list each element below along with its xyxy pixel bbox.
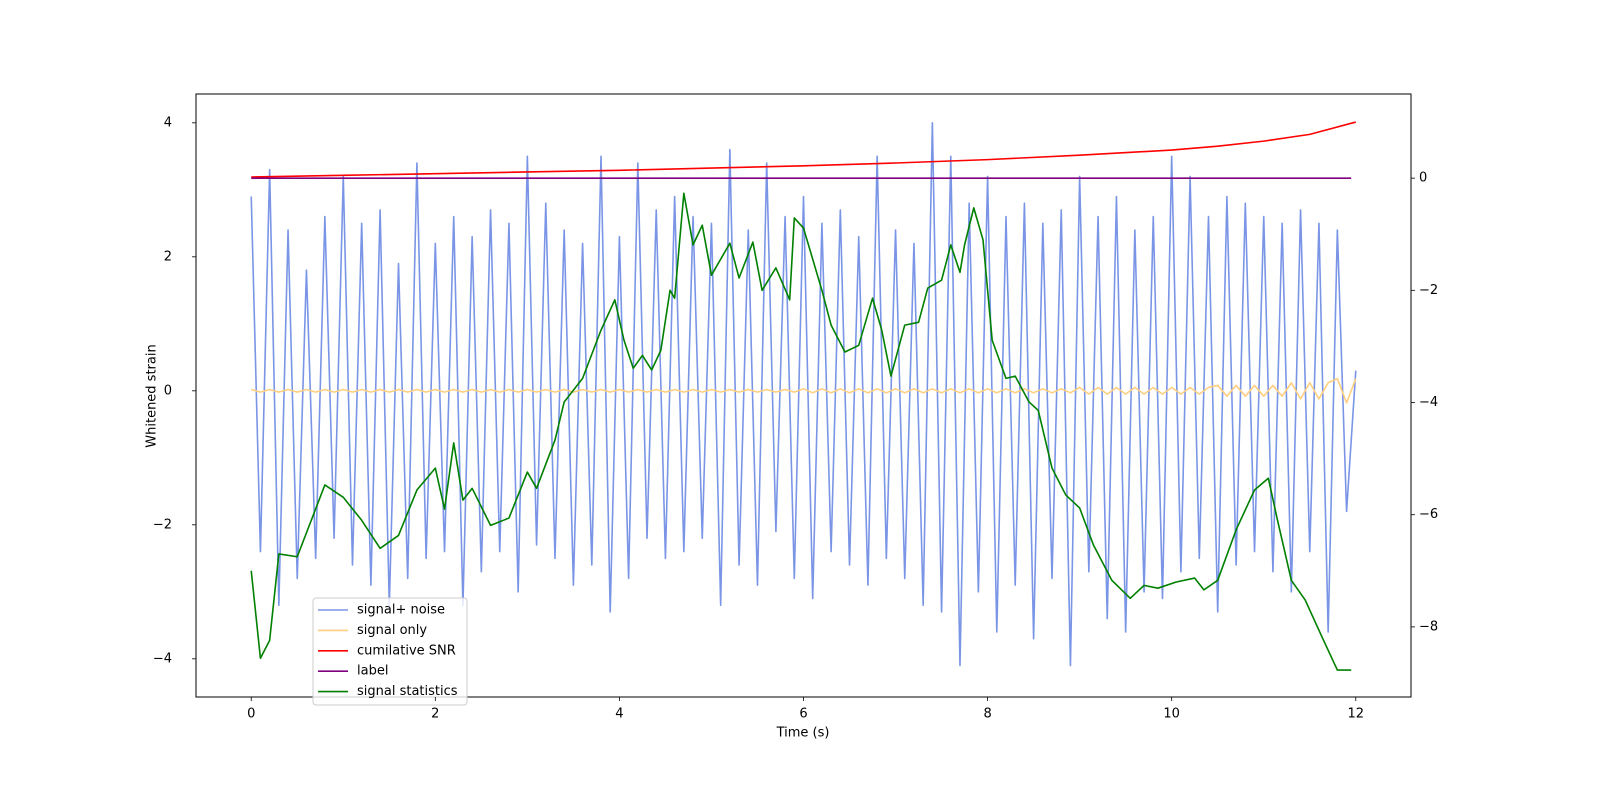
legend-label: label: [357, 664, 388, 679]
y2-tick-label: −4: [1419, 395, 1438, 410]
legend-label: signal+ noise: [357, 603, 445, 618]
x-tick-label: 6: [799, 707, 807, 722]
x-tick-label: 12: [1347, 707, 1364, 722]
y-tick-label: −2: [153, 517, 172, 532]
plot-area: [250, 121, 1357, 671]
y2-tick-label: −8: [1419, 619, 1438, 634]
y-tick-label: 0: [164, 383, 172, 398]
x-axis-label: Time (s): [776, 726, 830, 741]
x-tick-label: 4: [615, 707, 623, 722]
series-line: [250, 122, 1357, 667]
x-tick-label: 8: [983, 707, 991, 722]
y2-tick-label: −2: [1419, 283, 1438, 298]
y-tick-label: 4: [164, 115, 172, 130]
y-tick-label: 2: [164, 249, 172, 264]
legend-label: cumilative SNR: [357, 643, 456, 658]
y-tick-label: −4: [153, 651, 172, 666]
legend: signal+ noise signal only cumilative SNR la…: [312, 597, 468, 706]
series-line: [251, 121, 1356, 178]
legend-box: [312, 597, 468, 706]
y2-tick-label: −6: [1419, 507, 1438, 522]
series-line: [251, 377, 1357, 404]
y2-tick-label: 0: [1419, 171, 1427, 186]
series-line: [250, 192, 1352, 671]
x-tick-label: 2: [431, 707, 439, 722]
legend-label: signal only: [357, 623, 427, 638]
legend-label: signal statistics: [357, 684, 458, 699]
x-tick-label: 10: [1163, 707, 1180, 722]
y-axis-label: Whitened strain: [145, 344, 160, 447]
x-tick-label: 0: [247, 707, 255, 722]
